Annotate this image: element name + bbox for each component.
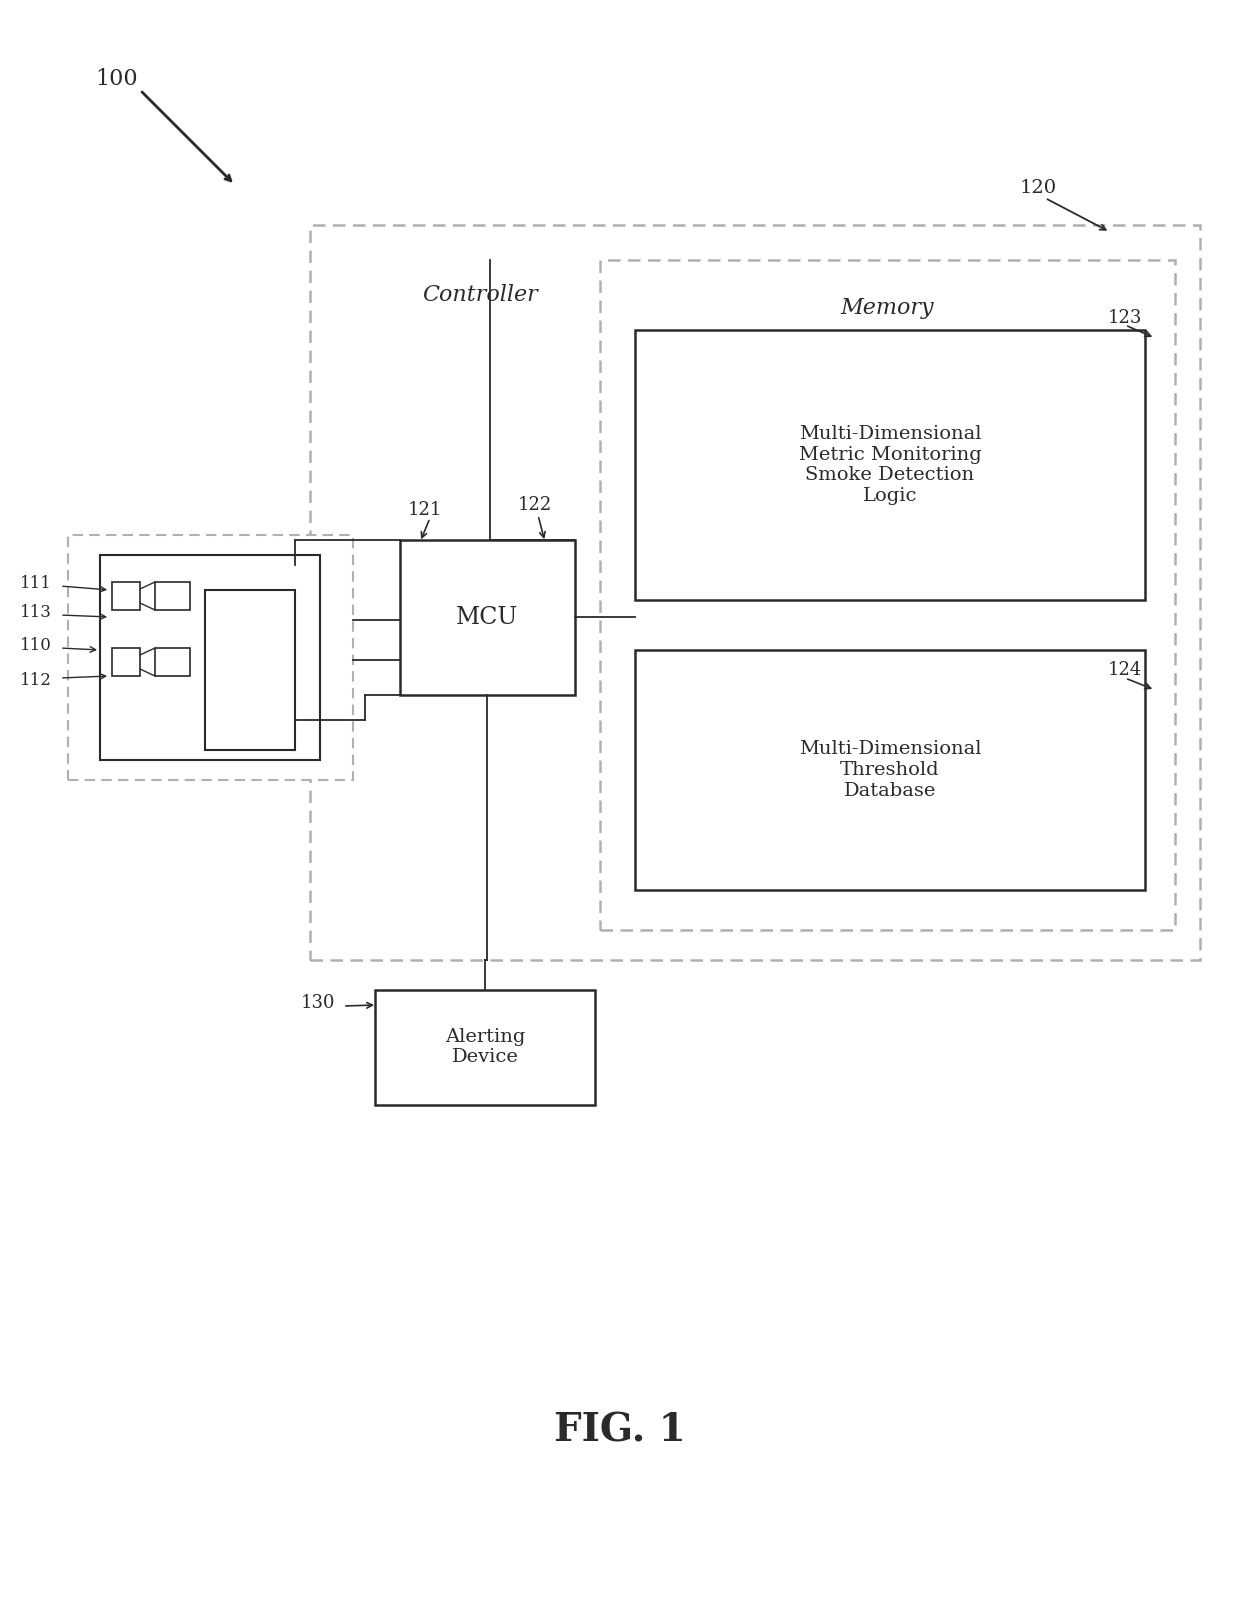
Text: Multi-Dimensional
Threshold
Database: Multi-Dimensional Threshold Database [799, 740, 981, 799]
Bar [68, 534, 353, 780]
Text: 112: 112 [20, 671, 52, 689]
Bar [112, 583, 140, 610]
Text: 130: 130 [300, 993, 335, 1013]
Text: 100: 100 [95, 67, 138, 90]
Bar [310, 225, 1200, 960]
Text: Controller: Controller [422, 284, 538, 307]
Text: 123: 123 [1109, 310, 1142, 327]
Bar [155, 583, 190, 610]
Bar [401, 539, 575, 695]
Bar [635, 650, 1145, 891]
Text: MCU: MCU [456, 605, 518, 629]
Text: 113: 113 [20, 603, 52, 621]
Text: 110: 110 [20, 637, 52, 653]
Bar [155, 648, 190, 676]
Text: 121: 121 [408, 501, 443, 518]
Text: 124: 124 [1109, 661, 1142, 679]
Text: Multi-Dimensional
Metric Monitoring
Smoke Detection
Logic: Multi-Dimensional Metric Monitoring Smok… [799, 425, 981, 506]
Bar [112, 648, 140, 676]
Bar [374, 990, 595, 1104]
Bar [100, 555, 320, 761]
Text: 120: 120 [1021, 180, 1058, 197]
Text: 111: 111 [20, 575, 52, 592]
Bar [205, 591, 295, 750]
Text: FIG. 1: FIG. 1 [554, 1411, 686, 1449]
Text: 122: 122 [518, 496, 552, 514]
Text: Alerting
Device: Alerting Device [445, 1027, 526, 1066]
Bar [635, 331, 1145, 600]
Text: Memory: Memory [841, 297, 934, 319]
Bar [600, 260, 1176, 929]
